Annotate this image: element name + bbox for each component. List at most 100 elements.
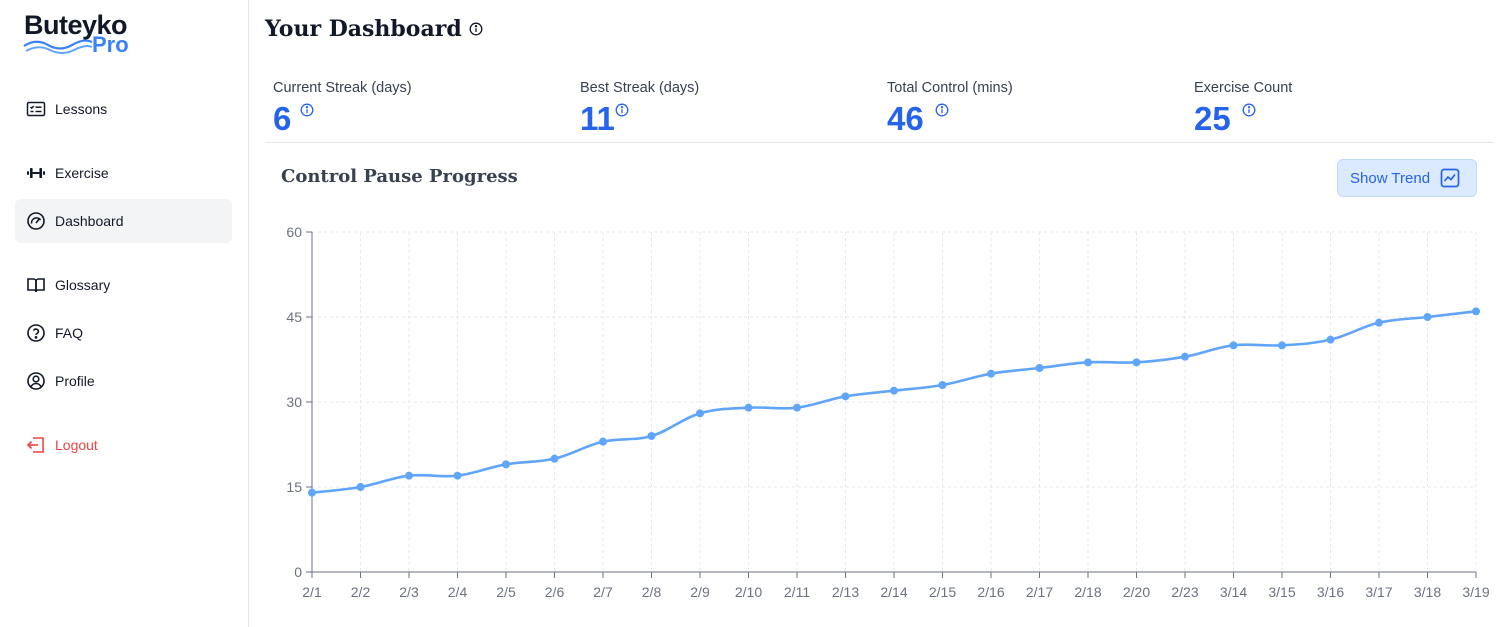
x-tick-label: 2/9 — [690, 584, 710, 600]
x-tick-label: 2/16 — [977, 584, 1004, 600]
data-point[interactable] — [647, 432, 656, 440]
data-point[interactable] — [356, 483, 365, 491]
data-point[interactable] — [1423, 313, 1432, 321]
x-tick-label: 2/10 — [735, 584, 762, 600]
logout-label: Logout — [55, 437, 98, 453]
stat-current-streak: Current Streak (days) 6 — [273, 80, 573, 140]
logo-subtext: Pro — [92, 32, 129, 57]
logout-button[interactable]: Logout — [15, 423, 232, 467]
stat-exercise-count: Exercise Count 25 — [1194, 80, 1494, 140]
data-point[interactable] — [1326, 335, 1335, 344]
question-icon — [26, 323, 46, 343]
data-point[interactable] — [841, 392, 850, 401]
stat-value: 25 — [1194, 100, 1231, 137]
user-icon — [26, 371, 46, 391]
stat-value: 11 — [580, 100, 615, 137]
x-tick-label: 2/23 — [1171, 584, 1198, 600]
data-point[interactable] — [453, 471, 462, 480]
data-point[interactable] — [696, 409, 704, 418]
data-point[interactable] — [1035, 364, 1044, 372]
data-point[interactable] — [1084, 358, 1092, 367]
data-point[interactable] — [1229, 341, 1238, 350]
sidebar-item-faq[interactable]: FAQ — [15, 311, 232, 355]
info-icon[interactable] — [935, 103, 949, 122]
stat-label: Best Streak (days) — [580, 80, 700, 96]
y-tick-label: 15 — [286, 479, 302, 495]
stat-value: 46 — [887, 100, 924, 137]
x-tick-label: 2/8 — [642, 584, 662, 600]
data-point[interactable] — [550, 454, 559, 463]
x-tick-label: 3/14 — [1220, 584, 1247, 600]
show-trend-button[interactable]: Show Trend — [1337, 159, 1477, 197]
control-pause-chart: 0 15 30 45 60 2/1 2/2 2/3 2/4 2/5 2/6 2/7 2/8 2/9 2/10… — [286, 224, 1489, 600]
stat-label: Exercise Count — [1194, 80, 1293, 96]
x-tick-label: 3/16 — [1317, 584, 1344, 600]
info-icon[interactable] — [615, 103, 629, 122]
sidebar-item-profile[interactable]: Profile — [15, 359, 232, 403]
data-point[interactable] — [1132, 358, 1141, 367]
stat-label: Current Streak (days) — [273, 80, 412, 96]
page-title: Your Dashboard — [265, 16, 483, 42]
data-point[interactable] — [793, 403, 801, 412]
sidebar-item-label: FAQ — [55, 325, 84, 341]
sidebar-item-glossary[interactable]: Glossary — [15, 263, 232, 307]
data-point[interactable] — [1472, 307, 1480, 316]
logo-waves-icon — [23, 39, 93, 54]
stat-total-control: Total Control (mins) 46 — [887, 80, 1187, 140]
show-trend-label: Show Trend — [1350, 169, 1431, 187]
info-icon[interactable] — [469, 16, 483, 42]
app-logo[interactable]: Buteyko Pro — [22, 10, 152, 60]
x-tick-label: 3/19 — [1462, 584, 1489, 600]
x-tick-label: 2/11 — [784, 584, 810, 600]
x-tick-label: 3/17 — [1365, 584, 1392, 600]
sidebar-item-lessons[interactable]: Lessons — [15, 87, 232, 131]
y-tick-label: 30 — [286, 394, 302, 410]
x-tick-label: 2/5 — [496, 584, 516, 600]
sidebar: Buteyko Pro Lessons Exercise — [0, 0, 249, 627]
sidebar-item-label: Exercise — [55, 165, 109, 181]
x-tick-label: 2/7 — [593, 584, 613, 600]
x-tick-label: 2/14 — [880, 584, 907, 600]
data-point[interactable] — [1375, 318, 1383, 327]
sidebar-item-exercise[interactable]: Exercise — [15, 151, 232, 195]
data-point[interactable] — [599, 437, 607, 446]
x-tick-label: 2/20 — [1123, 584, 1150, 600]
y-tick-label: 0 — [294, 564, 302, 580]
logo-text: Buteyko — [24, 10, 128, 40]
data-point[interactable] — [502, 460, 510, 469]
main-content: Your Dashboard Current Streak (days) 6 B… — [250, 0, 1509, 627]
data-point[interactable] — [987, 369, 995, 378]
stat-label: Total Control (mins) — [887, 80, 1013, 96]
stat-value: 6 — [273, 100, 292, 137]
data-point[interactable] — [308, 488, 316, 497]
lessons-icon — [26, 99, 46, 119]
logout-icon — [26, 435, 46, 455]
trend-chart-icon — [1440, 168, 1460, 188]
data-point[interactable] — [1181, 352, 1189, 361]
x-tick-label: 2/4 — [448, 584, 468, 600]
page-title-text: Your Dashboard — [265, 16, 462, 42]
y-tick-label: 45 — [286, 309, 302, 325]
book-icon — [26, 275, 46, 295]
x-tick-label: 2/15 — [929, 584, 956, 600]
x-tick-label: 3/15 — [1268, 584, 1295, 600]
sidebar-item-label: Lessons — [55, 101, 108, 117]
gauge-icon — [26, 211, 46, 231]
x-tick-label: 2/13 — [832, 584, 859, 600]
sidebar-item-label: Dashboard — [55, 213, 124, 229]
data-point[interactable] — [890, 386, 898, 395]
info-icon[interactable] — [1242, 103, 1256, 122]
x-tick-label: 2/1 — [302, 584, 322, 600]
sidebar-item-dashboard[interactable]: Dashboard — [15, 199, 232, 243]
stat-best-streak: Best Streak (days) 11 — [580, 80, 880, 140]
data-point[interactable] — [938, 381, 947, 389]
x-tick-label: 2/17 — [1026, 584, 1053, 600]
stats-divider — [265, 142, 1493, 143]
data-point[interactable] — [405, 471, 413, 480]
data-point[interactable] — [1278, 341, 1286, 350]
x-tick-label: 3/18 — [1414, 584, 1441, 600]
sidebar-item-label: Glossary — [55, 277, 111, 293]
info-icon[interactable] — [300, 103, 314, 122]
sidebar-item-label: Profile — [55, 373, 95, 389]
data-point[interactable] — [744, 403, 753, 412]
